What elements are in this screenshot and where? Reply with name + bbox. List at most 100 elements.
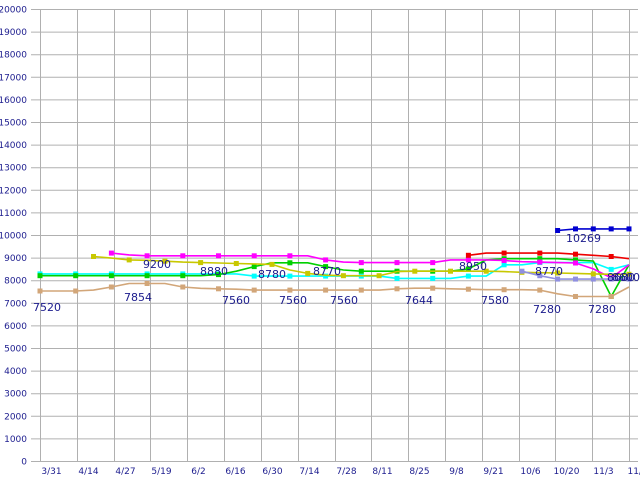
x-tick-label: 6/30 [262, 467, 282, 477]
y-tick-label: 7000 [4, 299, 27, 309]
series-marker [519, 268, 525, 274]
series-marker [144, 281, 150, 286]
series-marker [537, 273, 543, 279]
series-marker [626, 271, 632, 277]
series-marker [287, 253, 293, 259]
series-marker [323, 273, 329, 279]
series-marker [233, 261, 239, 266]
y-tick-label: 13000 [0, 164, 27, 174]
series-marker [608, 226, 614, 232]
series-marker [376, 273, 382, 279]
series-line [40, 282, 630, 298]
y-tick-label: 15000 [0, 119, 27, 129]
x-tick-label: 8/11 [372, 467, 392, 477]
series-marker [73, 288, 79, 294]
series-marker [287, 287, 293, 293]
series-marker [555, 270, 561, 276]
value-label: 7644 [405, 294, 433, 307]
y-tick-label: 0 [21, 458, 27, 468]
series-marker [573, 294, 578, 299]
value-label: 7520 [33, 301, 61, 314]
series-marker [626, 226, 632, 232]
value-annotations: 7520 9200 7854 8880 7560 8780 7560 8770 7560 7644… [33, 232, 640, 316]
series-marker [608, 276, 614, 282]
series-marker [323, 257, 329, 263]
series-marker [537, 259, 543, 265]
value-label: 7560 [222, 294, 250, 307]
y-tick-label: 11000 [0, 209, 27, 219]
series-marker [555, 276, 561, 282]
series-marker [483, 268, 489, 274]
y-axis-labels: 0 1000 2000 3000 4000 5000 6000 7000 8000 9000 100… [0, 6, 27, 468]
x-tick-label: 6/2 [191, 467, 205, 477]
x-tick-label: 8/25 [409, 467, 429, 477]
x-tick-label: 9/8 [449, 467, 464, 477]
series-marker [448, 268, 453, 274]
x-tick-label: 10/6 [520, 467, 540, 477]
series-marker [501, 262, 507, 268]
series-marker [358, 268, 364, 274]
y-tick-label: 3000 [4, 390, 27, 400]
series-marker [269, 261, 275, 267]
series-red [465, 250, 630, 260]
value-label: 7280 [533, 303, 561, 316]
series-marker [590, 226, 596, 232]
value-label: 7560 [330, 294, 358, 307]
value-label: 9200 [143, 258, 171, 271]
y-tick-label: 2000 [4, 412, 27, 422]
series-marker [501, 287, 507, 293]
x-tick-label: 7/14 [299, 467, 319, 477]
gridlines [31, 9, 638, 462]
y-tick-label: 20000 [0, 6, 27, 16]
series-marker [162, 258, 168, 264]
series-marker [251, 287, 257, 293]
y-tick-label: 16000 [0, 96, 27, 106]
value-label: 7854 [124, 291, 152, 304]
series-marker [430, 275, 436, 281]
x-axis-labels: 3/31 4/14 4/27 5/19 6/2 6/16 6/30 7/14 7/28 8/11 8… [41, 467, 640, 477]
series-marker [251, 253, 257, 259]
series-marker [573, 276, 578, 282]
series-marker [37, 273, 43, 279]
x-tick-label: 5/19 [151, 467, 171, 477]
series-periwinkle [519, 268, 632, 282]
series-marker [180, 284, 186, 290]
y-tick-label: 14000 [0, 141, 27, 151]
y-tick-label: 1000 [4, 435, 27, 445]
value-label: 7280 [588, 303, 616, 316]
series-marker [537, 256, 543, 262]
series-marker [126, 257, 132, 263]
series-marker [626, 276, 632, 282]
y-tick-label: 19000 [0, 28, 27, 38]
series-olive [91, 254, 632, 279]
series-marker [323, 287, 329, 293]
series-marker [465, 257, 471, 263]
series-marker [465, 252, 471, 258]
y-tick-label: 5000 [4, 345, 27, 355]
series-blue [555, 226, 632, 233]
series-marker [590, 271, 596, 277]
series-marker [394, 286, 400, 292]
y-tick-label: 17000 [0, 73, 27, 83]
series-marker [537, 250, 543, 256]
series-marker [198, 260, 204, 266]
series-marker [555, 228, 561, 233]
series-marker [180, 253, 186, 259]
value-label: 7580 [481, 294, 509, 307]
series-marker [465, 273, 471, 279]
series-marker [144, 253, 150, 259]
series-marker [108, 284, 114, 290]
series-marker [501, 250, 507, 256]
series-marker [394, 275, 400, 281]
y-tick-label: 9000 [4, 254, 27, 264]
value-label: 8780 [258, 268, 286, 281]
value-label: 8770 [313, 265, 341, 278]
series-marker [465, 286, 471, 292]
series-line [111, 252, 630, 279]
series-marker [91, 254, 96, 259]
series-marker [358, 287, 364, 293]
y-tick-label: 8000 [4, 277, 27, 287]
series-marker [465, 266, 471, 272]
